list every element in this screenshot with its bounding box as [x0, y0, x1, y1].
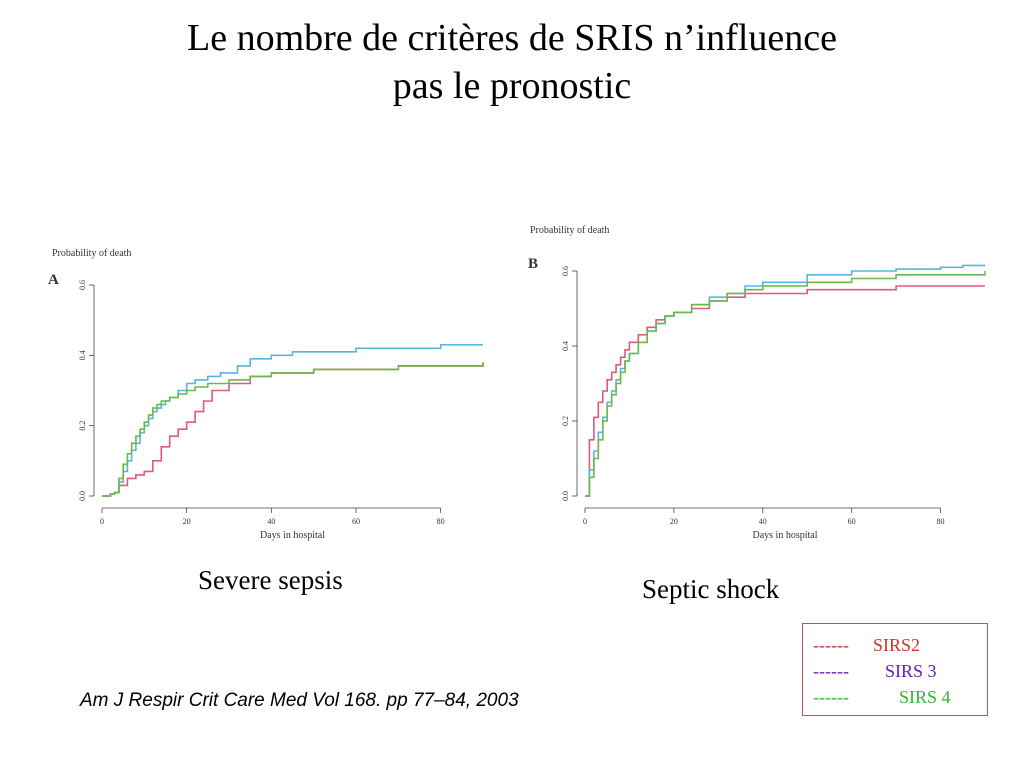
y-tick-label: 0.6 — [78, 280, 87, 290]
slide-title-line1: Le nombre de critères de SRIS n’influenc… — [187, 17, 837, 59]
legend-label: SIRS2 — [873, 635, 921, 655]
series-line-2 — [102, 344, 483, 497]
legend-dash: ------ — [813, 635, 849, 655]
x-axis-label: Days in hospital — [260, 530, 325, 541]
x-tick-label: 0 — [583, 517, 587, 526]
legend-label: SIRS 4 — [899, 687, 951, 707]
legend-item-sirs2: ------ SIRS2 — [813, 632, 987, 658]
x-tick-label: 0 — [100, 517, 104, 526]
legend-item-sirs4: ------ SIRS 4 — [813, 684, 987, 710]
legend-dash: ------ — [813, 687, 849, 707]
slide-title: Le nombre de critères de SRIS n’influenc… — [0, 14, 1024, 110]
y-axis-label: Probability of death — [530, 225, 609, 236]
legend-dash: ------ — [813, 661, 849, 681]
x-tick-label: 80 — [437, 517, 445, 526]
panel-label: B — [528, 256, 538, 272]
legend-item-sirs3: ------ SIRS 3 — [813, 658, 987, 684]
y-tick-label: 0.4 — [561, 341, 570, 351]
citation: Am J Respir Crit Care Med Vol 168. pp 77… — [80, 690, 519, 711]
panel-label: A — [48, 272, 59, 288]
slide-title-line2: pas le pronostic — [392, 65, 632, 107]
series-line-3 — [585, 271, 986, 497]
x-tick-label: 20 — [670, 517, 678, 526]
y-tick-label: 0.2 — [78, 421, 87, 431]
y-tick-label: 0.6 — [561, 266, 570, 276]
x-tick-label: 60 — [352, 517, 360, 526]
legend-box: ------ SIRS2 ------ SIRS 3 ------ SIRS 4 — [802, 623, 988, 716]
y-tick-label: 0.0 — [78, 491, 87, 501]
chart-septic-shock: B Probability of death 0.0 0.2 0.4 0.6 0 20 40 60… — [522, 215, 1006, 561]
x-tick-label: 80 — [937, 517, 945, 526]
y-tick-label: 0.0 — [561, 491, 570, 501]
series-line-2 — [585, 264, 985, 497]
x-tick-label: 20 — [183, 517, 191, 526]
y-tick-label: 0.2 — [561, 416, 570, 426]
caption-septic-shock: Septic shock — [642, 574, 780, 604]
x-tick-label: 60 — [848, 517, 856, 526]
y-axis-label: Probability of death — [52, 248, 131, 259]
x-axis-label: Days in hospital — [753, 530, 818, 541]
y-tick-label: 0.4 — [78, 350, 87, 360]
chart-severe-sepsis: A Probability of death 0.0 0.2 0.4 0.6 0 20 40 60… — [40, 238, 498, 553]
series-line-1 — [102, 362, 484, 497]
x-tick-label: 40 — [267, 517, 275, 526]
series-line-1 — [585, 285, 985, 497]
series-line-3 — [102, 362, 484, 497]
x-tick-label: 40 — [759, 517, 767, 526]
legend-label: SIRS 3 — [885, 661, 937, 681]
caption-severe-sepsis: Severe sepsis — [198, 565, 343, 595]
